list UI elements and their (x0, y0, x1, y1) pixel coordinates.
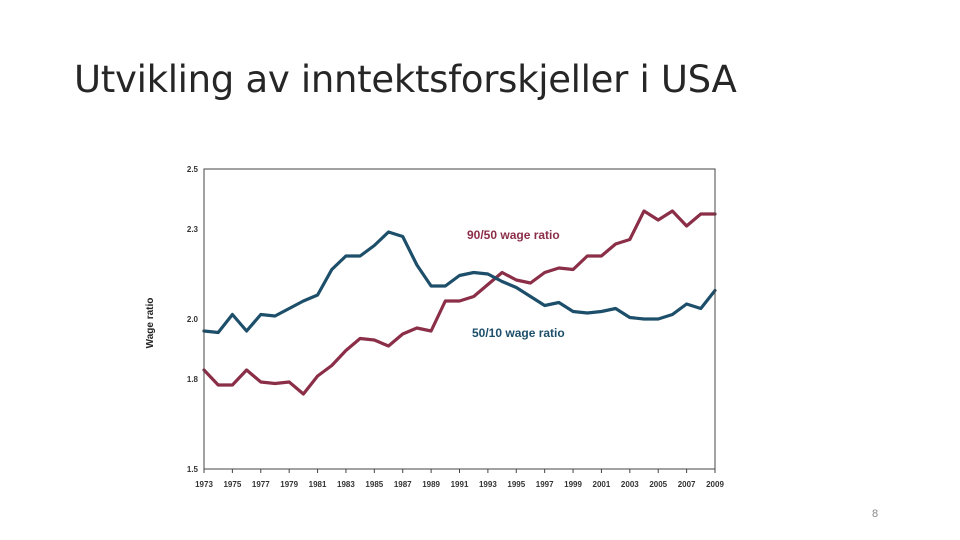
x-tick-label: 1997 (536, 480, 554, 489)
series-label-50-10: 50/10 wage ratio (472, 326, 565, 340)
x-tick-label: 1983 (337, 480, 355, 489)
x-tick-label: 1999 (564, 480, 582, 489)
slide-title: Utvikling av inntektsforskjeller i USA (74, 58, 737, 101)
plot-frame (203, 168, 716, 470)
y-ticks: 1.5 1.8 2.0 2.3 2.5 (187, 165, 199, 474)
series-lines (202, 209, 717, 396)
y-axis-label: Wage ratio (145, 298, 156, 349)
x-tick-label: 1987 (394, 480, 412, 489)
x-tick-label: 1973 (195, 480, 213, 489)
x-tick-label: 1979 (280, 480, 298, 489)
y-tick-label: 1.8 (187, 375, 199, 384)
x-tick-label: 1985 (365, 480, 383, 489)
x-tick-label: 1981 (309, 480, 327, 489)
page-number: 8 (872, 508, 879, 520)
x-tick-label: 2009 (706, 480, 724, 489)
wage-ratio-chart: Wage ratio 1.51.82.02.32.5 1973 1975 1977 1… (145, 165, 724, 489)
x-tick-label: 1975 (223, 480, 241, 489)
series-line-90-50 (202, 209, 717, 396)
y-tick-label: 1.5 (187, 465, 199, 474)
y-tick-label: 2.5 (187, 165, 199, 174)
x-tick-label: 1995 (507, 480, 525, 489)
x-tick-label: 2007 (678, 480, 696, 489)
y-tick-label: 2.3 (187, 225, 199, 234)
x-tick-label: 1993 (479, 480, 497, 489)
series-line-50-10 (202, 230, 717, 335)
x-tick-label: 2003 (621, 480, 639, 489)
x-tick-label: 1989 (422, 480, 440, 489)
x-tick-label: 1977 (252, 480, 270, 489)
x-tick-label: 2005 (649, 480, 667, 489)
x-tick-label: 2001 (593, 480, 611, 489)
series-label-90-50: 90/50 wage ratio (467, 228, 560, 242)
x-ticks: 1973 1975 1977 1979 1981 1983 1985 1987 1989 1991… (195, 469, 724, 489)
x-tick-label: 1991 (451, 480, 469, 489)
y-tick-label: 2.0 (187, 315, 199, 324)
